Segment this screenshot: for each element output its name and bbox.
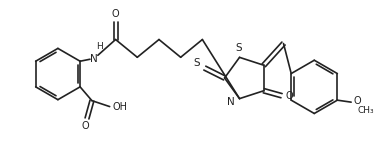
Text: OH: OH bbox=[112, 102, 127, 112]
Text: O: O bbox=[81, 121, 89, 131]
Text: N: N bbox=[90, 54, 98, 64]
Text: S: S bbox=[194, 58, 200, 68]
Text: S: S bbox=[235, 43, 242, 53]
Text: CH₃: CH₃ bbox=[358, 105, 374, 115]
Text: O: O bbox=[286, 91, 293, 101]
Text: H: H bbox=[96, 42, 103, 51]
Text: N: N bbox=[227, 97, 234, 107]
Text: O: O bbox=[112, 9, 119, 19]
Text: O: O bbox=[353, 96, 361, 106]
